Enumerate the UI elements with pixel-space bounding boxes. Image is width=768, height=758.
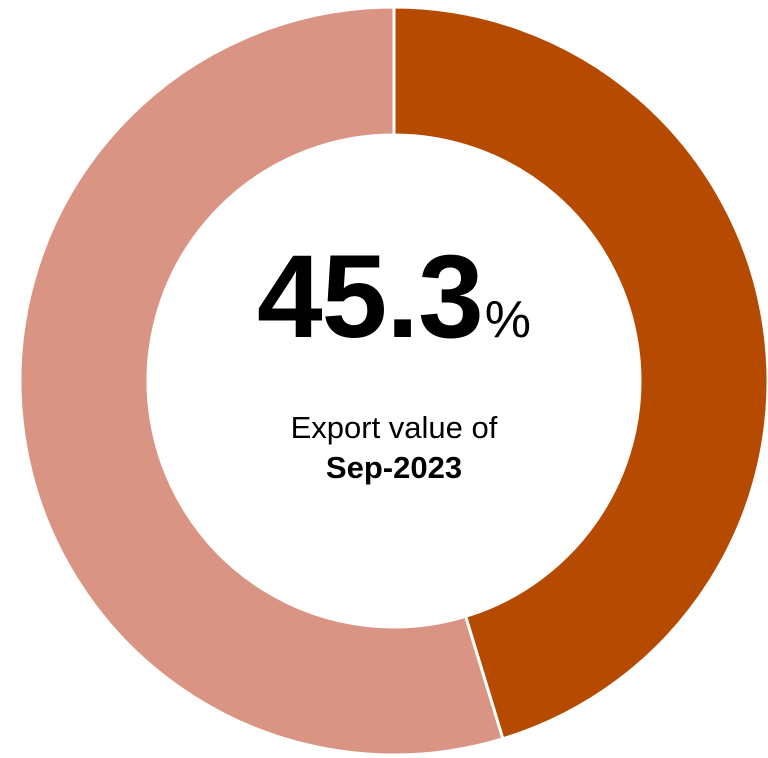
donut-slices bbox=[18, 5, 768, 757]
caption-period: Sep-2023 bbox=[325, 450, 463, 485]
center-caption: Export value of Sep-2023 bbox=[234, 408, 554, 488]
center-percentage: 45.3% bbox=[234, 232, 554, 362]
donut-slice-2 bbox=[18, 5, 505, 757]
caption-line1: Export value of bbox=[290, 410, 498, 445]
center-unit: % bbox=[484, 291, 531, 349]
center-value: 45.3 bbox=[257, 231, 484, 363]
donut-slice-1 bbox=[392, 5, 768, 741]
